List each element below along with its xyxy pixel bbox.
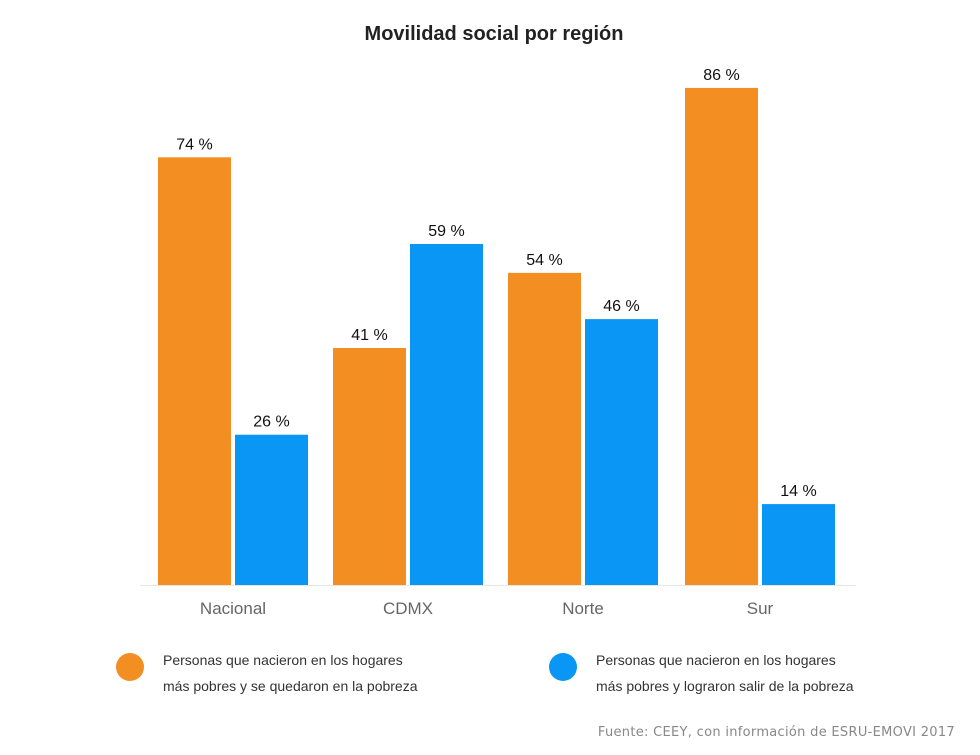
data-label: 86 % <box>703 67 739 84</box>
data-label: 59 % <box>428 223 464 240</box>
bar-norte-series-2 <box>585 319 658 585</box>
bar-cdmx-series-2 <box>410 243 483 586</box>
bar-sur-series-1 <box>685 87 758 586</box>
x-tick-label: Norte <box>562 599 604 618</box>
x-tick-label: Sur <box>747 599 774 618</box>
legend-item-2: Personas que nacieron en los hogares más … <box>549 652 854 694</box>
bar-sur-series-2 <box>762 504 835 585</box>
bar-cdmx-series-1 <box>333 348 406 585</box>
bar-nacional-series-2 <box>235 434 308 585</box>
legend-item-1: Personas que nacieron en los hogares más … <box>116 652 418 694</box>
legend-label: Personas que nacieron en los hogares <box>596 652 836 668</box>
data-label: 74 % <box>176 136 212 153</box>
legend-label: Personas que nacieron en los hogares <box>163 652 403 668</box>
data-label: 54 % <box>526 252 562 269</box>
data-label: 41 % <box>351 327 387 344</box>
x-tick-label: Nacional <box>200 599 266 618</box>
source-note: Fuente: CEEY, con información de ESRU-EM… <box>598 725 955 740</box>
x-tick-label: CDMX <box>383 599 433 618</box>
legend-swatch <box>116 653 144 681</box>
legend-swatch <box>549 653 577 681</box>
data-label: 26 % <box>253 414 289 431</box>
bar-norte-series-1 <box>508 272 581 585</box>
legend-label: más pobres y se quedaron en la pobreza <box>163 678 418 694</box>
legend-label: más pobres y lograron salir de la pobrez… <box>596 678 854 694</box>
data-label: 14 % <box>780 483 816 500</box>
chart-title: Movilidad social por región <box>365 23 624 45</box>
bar-nacional-series-1 <box>158 157 231 585</box>
data-label: 46 % <box>603 298 639 315</box>
